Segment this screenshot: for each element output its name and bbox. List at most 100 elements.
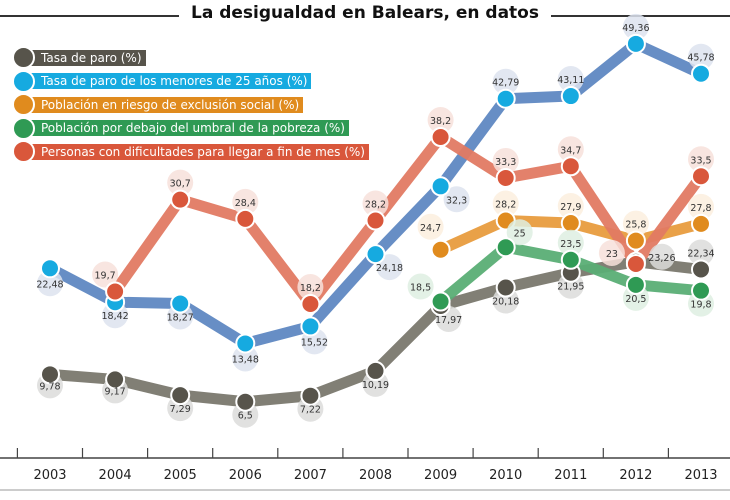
- data-point: [625, 274, 646, 295]
- x-tick-label: 2011: [554, 468, 587, 483]
- data-point: [691, 280, 711, 301]
- data-label: 25,8: [625, 220, 646, 231]
- data-label: 24,7: [420, 223, 441, 234]
- data-label-bg: [427, 107, 454, 134]
- data-label: 33,3: [495, 157, 516, 168]
- data-label-bg: [557, 229, 584, 256]
- series-line: [110, 131, 706, 310]
- data-label: 22,34: [687, 248, 714, 259]
- data-label-bg: [297, 274, 324, 301]
- data-label-bg: [648, 243, 675, 270]
- legend-item: Personas con dificultades para llegar a …: [12, 140, 369, 164]
- x-tick-label: 2006: [229, 468, 262, 483]
- data-point: [365, 210, 386, 231]
- data-label: 9,78: [39, 381, 60, 392]
- data-point: [560, 249, 581, 270]
- x-tick-label: 2003: [33, 468, 66, 483]
- data-label: 38,2: [430, 116, 451, 127]
- legend: Tasa de paro (%) Tasa de paro de los meno…: [12, 46, 369, 164]
- data-label-bg: [443, 186, 470, 213]
- x-tick-label: 2010: [489, 468, 522, 483]
- data-point: [625, 230, 646, 251]
- legend-marker-icon: [12, 116, 35, 140]
- legend-label: Población por debajo del umbral de la po…: [31, 120, 349, 137]
- data-label-bg: [232, 345, 259, 372]
- data-point: [691, 166, 711, 187]
- data-point: [625, 33, 646, 54]
- data-label: 18,27: [167, 312, 194, 323]
- data-label: 6,5: [238, 411, 253, 422]
- data-label: 24,18: [376, 263, 403, 274]
- legend-marker-icon: [12, 93, 35, 117]
- data-label: 23,5: [560, 239, 581, 250]
- data-point: [495, 277, 516, 298]
- data-label-bg: [492, 68, 519, 95]
- legend-label: Población en riesgo de exclusión social …: [31, 96, 304, 113]
- legend-label: Personas con dificultades para llegar a …: [31, 143, 369, 160]
- legend-marker-icon: [12, 140, 35, 164]
- data-label: 15,52: [301, 337, 328, 348]
- data-point: [235, 333, 256, 354]
- data-label: 20,18: [492, 296, 519, 307]
- data-label-bg: [688, 43, 714, 70]
- data-point: [105, 369, 126, 390]
- data-label-bg: [167, 169, 194, 196]
- data-label-bg: [362, 190, 389, 217]
- data-label: 30,7: [170, 179, 191, 190]
- x-tick-label: 2005: [164, 468, 197, 483]
- legend-item: Tasa de paro de los menores de 25 años (…: [12, 69, 369, 94]
- data-label: 7,22: [300, 405, 321, 416]
- data-point: [430, 176, 451, 197]
- data-label-bg: [598, 239, 625, 266]
- data-point: [625, 253, 646, 274]
- data-label: 7,29: [170, 404, 191, 415]
- legend-item: Población por debajo del umbral de la po…: [12, 116, 369, 141]
- legend-label: Tasa de paro (%): [31, 49, 146, 66]
- data-point: [495, 237, 516, 258]
- data-label: 13,48: [232, 354, 259, 365]
- data-label-bg: [407, 273, 434, 300]
- data-point: [560, 156, 581, 177]
- data-label: 9,17: [105, 386, 126, 397]
- data-label: 19,7: [95, 271, 116, 282]
- data-label-bg: [506, 219, 533, 246]
- data-label: 22,48: [36, 279, 63, 290]
- data-label: 21,95: [557, 282, 584, 293]
- data-point: [40, 258, 60, 279]
- data-label: 20,5: [625, 294, 646, 305]
- x-tick-label: 2004: [99, 468, 132, 483]
- data-label: 43,11: [557, 75, 584, 86]
- data-label-bg: [417, 213, 444, 240]
- legend-item: Tasa de paro (%): [12, 46, 369, 70]
- data-label-bg: [92, 261, 119, 288]
- data-label-bg: [557, 193, 584, 220]
- data-point: [365, 244, 386, 265]
- data-point: [560, 86, 581, 107]
- x-tick-label: 2012: [619, 468, 652, 483]
- legend-marker-icon: [12, 46, 35, 70]
- data-point: [430, 239, 451, 260]
- data-point: [430, 291, 451, 312]
- data-point: [495, 167, 516, 188]
- data-label: 25: [514, 228, 526, 239]
- data-point: [170, 189, 191, 210]
- data-label: 27,9: [560, 202, 581, 213]
- data-label-bg: [232, 188, 259, 215]
- data-label: 23: [606, 249, 618, 260]
- data-point: [235, 391, 256, 412]
- data-label: 49,36: [622, 23, 649, 34]
- data-label-bg: [37, 270, 63, 297]
- data-label: 18,42: [101, 311, 128, 322]
- data-point: [365, 360, 386, 381]
- data-label-bg: [492, 190, 519, 217]
- data-point: [300, 316, 321, 337]
- legend-marker-icon: [12, 69, 35, 93]
- data-label-bg: [622, 210, 649, 237]
- data-point: [105, 281, 126, 302]
- data-label-bg: [492, 147, 519, 174]
- data-point: [691, 213, 711, 234]
- chart-title: La desigualdad en Balears, en datos: [0, 3, 730, 23]
- data-point: [430, 127, 451, 148]
- data-label: 10,19: [362, 380, 389, 391]
